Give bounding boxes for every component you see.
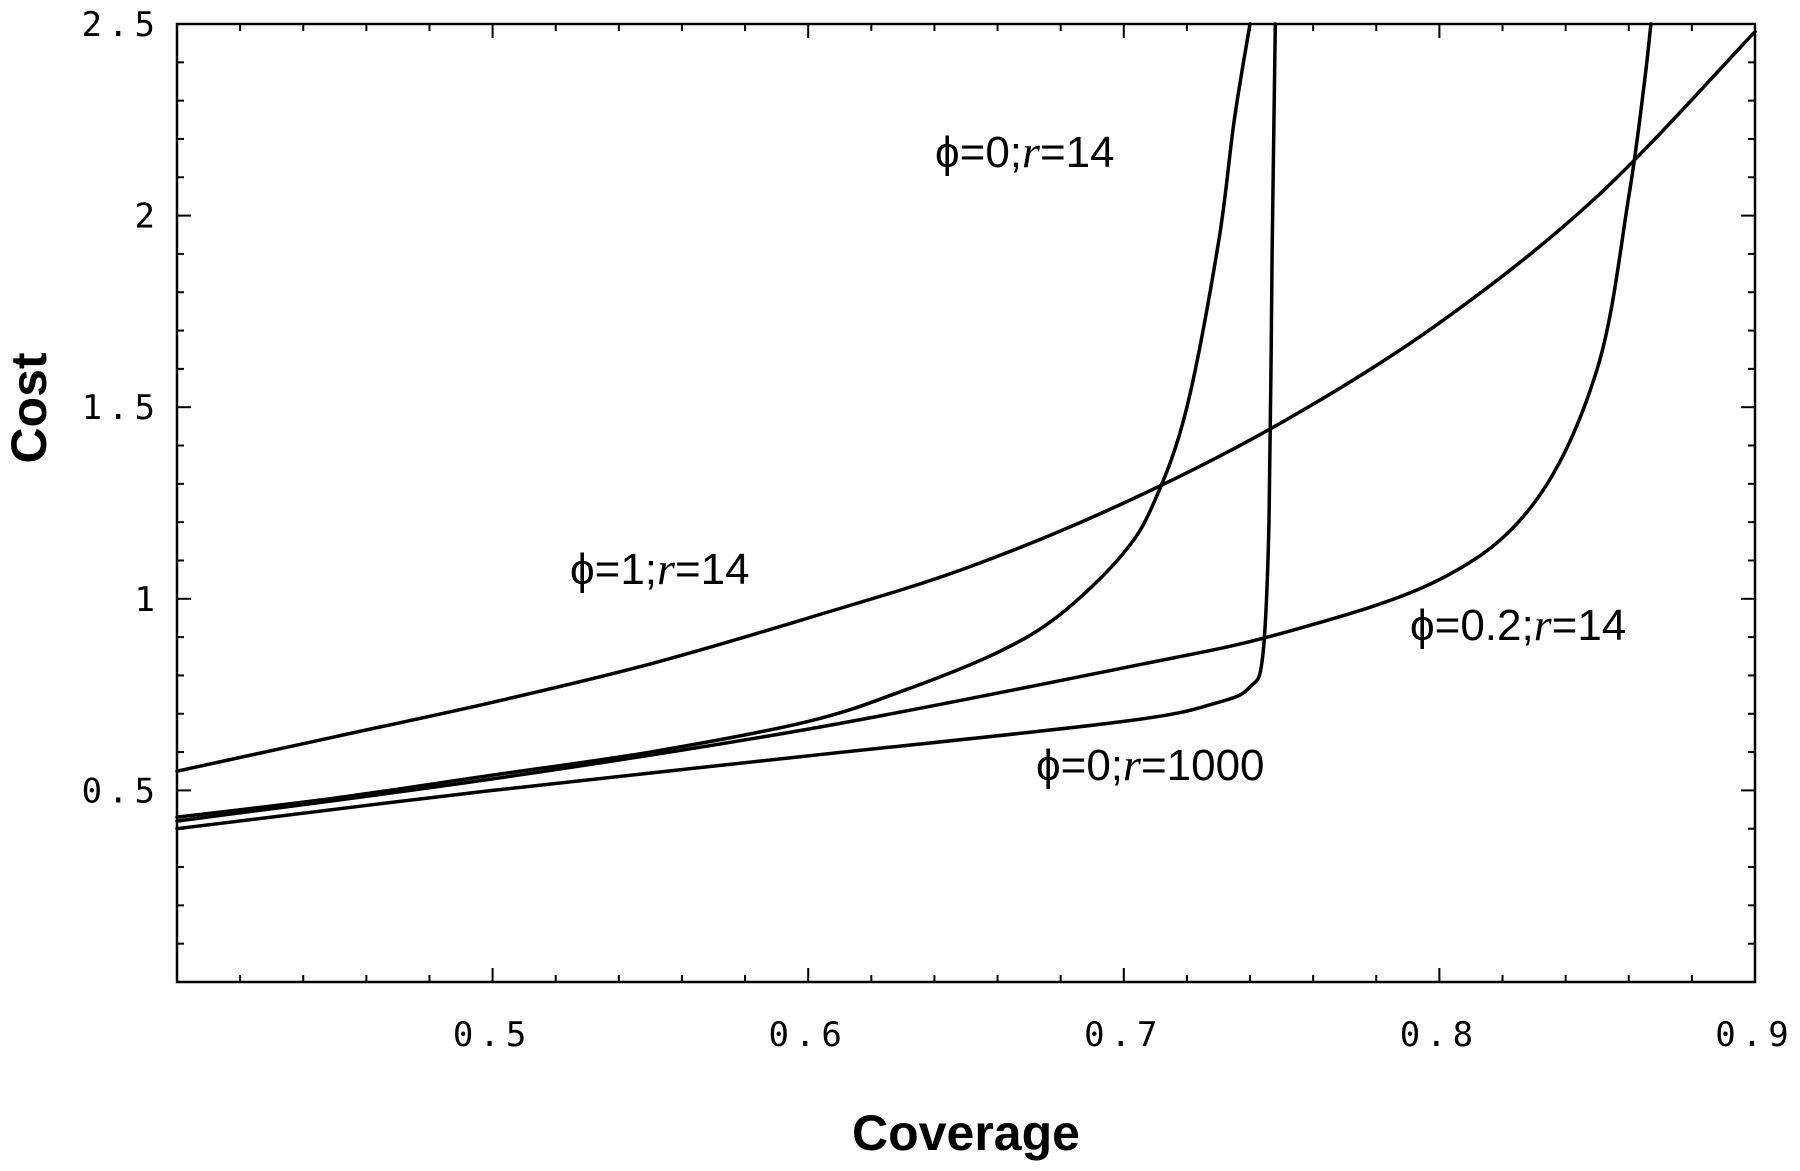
y-axis-title: Cost	[1, 352, 57, 463]
y-tick-label: 2	[135, 197, 161, 237]
x-axis-ticks: 0.5 0.6 0.7 0.8 0.9	[176, 24, 1794, 1055]
y-tick-label: 1	[135, 580, 161, 620]
y-axis-ticks: 0.5 1 1.5 2 2.5	[82, 5, 1755, 945]
y-tick-label: 2.5	[82, 5, 161, 45]
x-tick-label: 0.9	[1715, 1015, 1794, 1055]
curve-phi0-r1000	[175, 22, 1278, 831]
label-phi1-r14: ϕ=1;r=14	[570, 543, 750, 594]
x-axis-title: Coverage	[852, 1105, 1080, 1161]
x-tick-label: 0.8	[1400, 1015, 1479, 1055]
label-phi02-r14: ϕ=0.2;r=14	[1410, 599, 1626, 650]
y-tick-label: 1.5	[82, 388, 161, 428]
x-tick-label: 0.7	[1084, 1015, 1163, 1055]
curve-phi0-r14	[175, 22, 1252, 819]
label-phi0-r14: ϕ=0;r=14	[935, 126, 1115, 177]
curves	[175, 22, 1757, 831]
x-tick-label: 0.6	[768, 1015, 847, 1055]
x-tick-label: 0.5	[453, 1015, 532, 1055]
curve-phi1-r14	[175, 29, 1757, 773]
plot-frame	[175, 22, 1757, 984]
label-phi0-r1000: ϕ=0;r=1000	[1036, 739, 1265, 790]
series-labels: ϕ=1;r=14 ϕ=0;r=14 ϕ=0;r=1000 ϕ=0.2;r=14	[570, 126, 1626, 790]
curve-phi02-r14	[175, 22, 1653, 823]
y-tick-label: 0.5	[82, 771, 161, 811]
